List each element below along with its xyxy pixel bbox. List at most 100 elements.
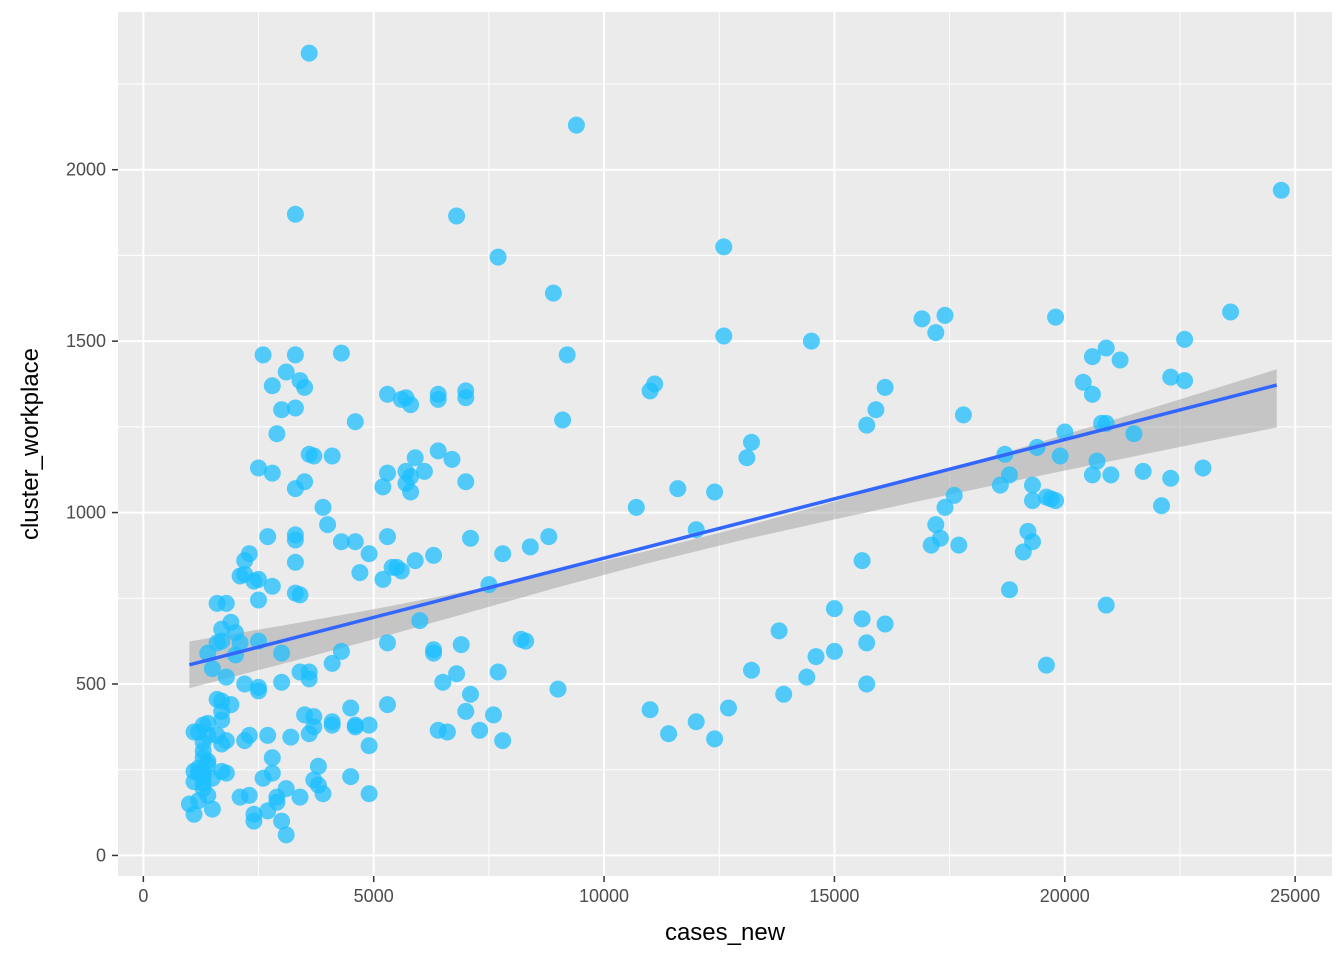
data-point [867, 401, 885, 419]
data-point [203, 800, 221, 818]
data-point [1051, 447, 1069, 465]
data-point [558, 346, 576, 364]
data-point [250, 678, 267, 696]
data-point [452, 636, 470, 654]
data-point [936, 498, 954, 516]
data-point [429, 442, 447, 460]
data-point [554, 411, 572, 429]
x-tick-label: 15000 [809, 886, 859, 906]
data-point [858, 416, 876, 434]
data-point [521, 538, 539, 556]
data-point [286, 480, 304, 498]
data-point [770, 622, 788, 640]
data-point [217, 668, 235, 686]
data-point [351, 564, 369, 582]
data-point [273, 673, 291, 691]
data-point [715, 327, 733, 345]
data-point [494, 545, 512, 563]
data-point [1056, 423, 1074, 441]
data-point [360, 785, 378, 803]
data-point [203, 660, 221, 678]
data-point [342, 699, 360, 717]
data-point [286, 399, 304, 417]
data-point [402, 483, 420, 501]
data-point [715, 238, 733, 256]
data-point [415, 462, 433, 480]
data-point [494, 732, 512, 750]
data-point [457, 702, 475, 720]
data-point [379, 528, 396, 546]
data-point [1047, 308, 1065, 326]
data-point [180, 795, 198, 813]
data-point [342, 768, 360, 786]
data-point [641, 382, 659, 400]
data-point [1097, 339, 1115, 357]
data-point [434, 673, 452, 691]
data-point [489, 248, 507, 266]
data-point [282, 728, 300, 746]
data-point [425, 644, 443, 662]
data-point [512, 630, 530, 648]
x-tick-label: 25000 [1270, 886, 1320, 906]
data-point [489, 663, 507, 681]
data-point [300, 44, 318, 62]
data-point [346, 413, 364, 431]
data-point [540, 528, 558, 546]
data-point [1074, 373, 1092, 391]
data-point [263, 577, 281, 595]
data-point [250, 570, 267, 588]
x-tick-label: 20000 [1040, 886, 1090, 906]
data-point [922, 536, 940, 554]
data-point [254, 769, 272, 787]
data-point [876, 615, 894, 633]
data-point [231, 634, 249, 652]
data-point [876, 378, 894, 396]
data-point [268, 425, 286, 443]
data-point [853, 610, 871, 628]
data-point [457, 389, 475, 407]
data-point [1024, 476, 1041, 494]
data-point [858, 675, 876, 693]
data-point [927, 324, 945, 342]
data-point [213, 620, 231, 638]
data-point [738, 449, 756, 467]
data-point [1024, 492, 1041, 510]
data-point [323, 654, 341, 672]
data-point [485, 706, 502, 724]
y-tick-label: 1500 [66, 331, 106, 351]
data-point [1194, 459, 1212, 477]
data-point [927, 516, 945, 534]
data-point [411, 612, 429, 630]
data-point [314, 498, 332, 516]
data-point [236, 732, 254, 750]
data-point [305, 447, 323, 465]
data-point [277, 826, 295, 844]
data-point [448, 665, 466, 683]
data-point [913, 310, 931, 328]
data-point [936, 306, 954, 324]
data-point [660, 725, 678, 743]
data-point [379, 385, 396, 403]
data-point [231, 788, 249, 806]
data-point [438, 723, 456, 741]
y-tick-label: 500 [76, 674, 106, 694]
trend-line-layer [188, 383, 1278, 667]
confidence-band-layer [189, 369, 1277, 689]
data-point [286, 531, 304, 549]
data-point [397, 462, 415, 480]
data-point [402, 396, 420, 414]
data-point [379, 634, 396, 652]
data-point [332, 344, 350, 362]
data-point [346, 533, 364, 551]
data-point [858, 634, 876, 652]
data-point [1134, 462, 1152, 480]
x-tick-label: 5000 [354, 886, 394, 906]
data-point [641, 701, 659, 719]
data-point [1083, 348, 1101, 366]
x-axis-ticks: 0 5000 10000 15000 20000 25000 [138, 876, 1320, 906]
data-point [1102, 466, 1120, 484]
data-point [374, 570, 392, 588]
data-point [250, 591, 267, 609]
data-point [250, 459, 267, 477]
data-point [457, 473, 475, 491]
